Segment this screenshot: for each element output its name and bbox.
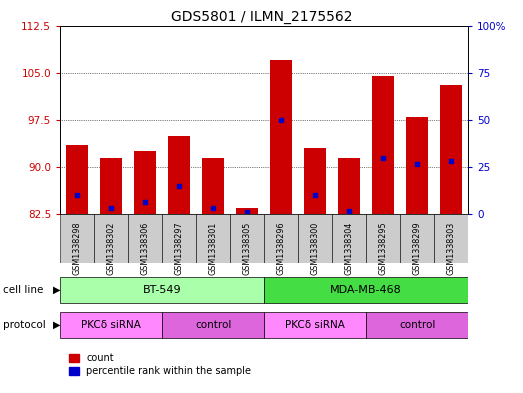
Text: PKCδ siRNA: PKCδ siRNA	[285, 320, 345, 330]
Bar	[400, 214, 434, 263]
Bar	[230, 214, 264, 263]
Bar	[60, 277, 264, 303]
Bar	[338, 158, 360, 214]
Bar	[366, 214, 400, 263]
Bar	[298, 214, 332, 263]
Bar	[434, 214, 468, 263]
Legend: count, percentile rank within the sample: count, percentile rank within the sample	[65, 350, 255, 380]
Text: PKCδ siRNA: PKCδ siRNA	[81, 320, 141, 330]
Bar	[332, 214, 366, 263]
Text: GSM1338297: GSM1338297	[175, 222, 184, 275]
Bar	[100, 158, 122, 214]
Text: MDA-MB-468: MDA-MB-468	[330, 285, 402, 295]
Bar	[236, 208, 258, 214]
Text: ▶: ▶	[53, 285, 60, 295]
Bar	[202, 158, 224, 214]
Text: control: control	[195, 320, 231, 330]
Text: protocol: protocol	[3, 320, 46, 330]
Text: GSM1338298: GSM1338298	[73, 222, 82, 275]
Bar	[406, 117, 428, 214]
Bar	[264, 277, 468, 303]
Bar	[366, 312, 468, 338]
Bar	[372, 76, 394, 214]
Text: cell line: cell line	[3, 285, 43, 295]
Text: ▶: ▶	[53, 320, 60, 330]
Bar	[264, 214, 298, 263]
Bar	[264, 312, 366, 338]
Bar	[304, 148, 326, 214]
Bar	[60, 214, 94, 263]
Bar	[270, 60, 292, 214]
Bar	[440, 85, 462, 214]
Text: GSM1338299: GSM1338299	[413, 222, 422, 275]
Bar	[94, 214, 128, 263]
Bar	[134, 151, 156, 214]
Text: GSM1338296: GSM1338296	[277, 222, 286, 275]
Bar	[66, 145, 88, 214]
Text: GSM1338301: GSM1338301	[209, 222, 218, 275]
Text: GSM1338303: GSM1338303	[447, 222, 456, 275]
Text: GSM1338304: GSM1338304	[345, 222, 354, 275]
Bar	[128, 214, 162, 263]
Bar	[162, 214, 196, 263]
Bar	[60, 312, 162, 338]
Text: GDS5801 / ILMN_2175562: GDS5801 / ILMN_2175562	[170, 10, 353, 24]
Text: BT-549: BT-549	[143, 285, 181, 295]
Bar	[196, 214, 230, 263]
Text: control: control	[399, 320, 435, 330]
Text: GSM1338306: GSM1338306	[141, 222, 150, 275]
Text: GSM1338302: GSM1338302	[107, 222, 116, 275]
Text: GSM1338295: GSM1338295	[379, 222, 388, 275]
Text: GSM1338300: GSM1338300	[311, 222, 320, 275]
Bar	[162, 312, 264, 338]
Text: GSM1338305: GSM1338305	[243, 222, 252, 275]
Bar	[168, 136, 190, 214]
